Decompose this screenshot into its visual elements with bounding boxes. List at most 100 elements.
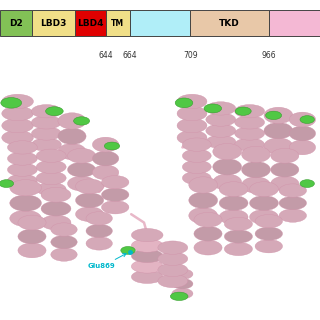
Ellipse shape xyxy=(189,192,218,208)
Ellipse shape xyxy=(92,151,119,166)
Ellipse shape xyxy=(10,180,42,196)
Ellipse shape xyxy=(36,160,66,173)
Ellipse shape xyxy=(68,162,96,177)
Ellipse shape xyxy=(1,98,22,108)
Ellipse shape xyxy=(206,102,236,115)
Ellipse shape xyxy=(86,237,112,250)
Ellipse shape xyxy=(194,226,222,241)
Ellipse shape xyxy=(279,196,307,210)
Bar xyxy=(190,10,269,36)
Ellipse shape xyxy=(182,149,211,163)
Ellipse shape xyxy=(158,252,188,265)
Ellipse shape xyxy=(104,142,120,150)
Ellipse shape xyxy=(7,152,37,165)
Ellipse shape xyxy=(182,138,211,151)
Text: LBD4: LBD4 xyxy=(77,19,104,28)
Ellipse shape xyxy=(242,146,270,163)
Ellipse shape xyxy=(206,124,236,137)
Ellipse shape xyxy=(132,249,163,263)
Ellipse shape xyxy=(51,236,77,249)
Ellipse shape xyxy=(86,212,112,225)
Ellipse shape xyxy=(132,239,163,252)
Ellipse shape xyxy=(92,165,119,180)
Ellipse shape xyxy=(86,224,112,237)
Ellipse shape xyxy=(289,112,316,127)
Ellipse shape xyxy=(289,126,316,141)
Ellipse shape xyxy=(76,207,104,222)
Ellipse shape xyxy=(206,113,236,126)
Ellipse shape xyxy=(51,248,77,261)
Text: LBD3: LBD3 xyxy=(40,19,67,28)
Ellipse shape xyxy=(2,94,33,109)
Bar xyxy=(106,10,130,36)
Ellipse shape xyxy=(41,201,71,216)
Ellipse shape xyxy=(172,279,193,289)
Ellipse shape xyxy=(235,116,265,129)
Ellipse shape xyxy=(36,171,66,185)
Ellipse shape xyxy=(235,138,265,151)
Ellipse shape xyxy=(175,98,193,108)
Ellipse shape xyxy=(31,116,61,129)
Ellipse shape xyxy=(271,162,299,177)
Ellipse shape xyxy=(279,184,307,197)
Ellipse shape xyxy=(224,230,252,243)
Ellipse shape xyxy=(250,182,278,196)
Ellipse shape xyxy=(31,138,61,151)
Ellipse shape xyxy=(31,105,61,118)
Ellipse shape xyxy=(177,131,207,145)
Ellipse shape xyxy=(46,107,63,116)
Ellipse shape xyxy=(194,240,222,255)
Bar xyxy=(130,10,190,36)
Ellipse shape xyxy=(255,227,283,240)
Text: 664: 664 xyxy=(122,51,137,60)
Text: 709: 709 xyxy=(183,51,198,60)
Ellipse shape xyxy=(224,242,252,256)
Ellipse shape xyxy=(171,292,188,300)
Ellipse shape xyxy=(255,240,283,253)
Ellipse shape xyxy=(121,246,135,254)
Text: 966: 966 xyxy=(261,51,276,60)
Ellipse shape xyxy=(271,148,299,163)
Bar xyxy=(0,10,32,36)
Ellipse shape xyxy=(172,269,193,279)
Bar xyxy=(269,10,320,36)
Ellipse shape xyxy=(242,162,270,178)
Text: D2: D2 xyxy=(9,19,23,28)
Ellipse shape xyxy=(18,215,46,230)
Ellipse shape xyxy=(264,138,293,154)
Ellipse shape xyxy=(242,177,270,193)
Ellipse shape xyxy=(182,171,211,185)
Ellipse shape xyxy=(158,274,188,288)
Ellipse shape xyxy=(204,104,222,113)
Ellipse shape xyxy=(132,228,163,242)
Ellipse shape xyxy=(158,263,188,276)
Ellipse shape xyxy=(58,128,86,144)
Ellipse shape xyxy=(189,177,218,193)
Ellipse shape xyxy=(41,215,71,230)
Ellipse shape xyxy=(206,135,236,148)
Ellipse shape xyxy=(68,148,96,163)
Ellipse shape xyxy=(36,149,66,163)
Ellipse shape xyxy=(101,188,129,201)
Text: TKD: TKD xyxy=(219,19,240,28)
Bar xyxy=(32,10,75,36)
Bar xyxy=(75,10,106,36)
Ellipse shape xyxy=(194,212,222,227)
Ellipse shape xyxy=(68,176,96,191)
Ellipse shape xyxy=(2,106,33,121)
Ellipse shape xyxy=(219,210,248,224)
Ellipse shape xyxy=(264,107,293,124)
Ellipse shape xyxy=(51,223,77,236)
Ellipse shape xyxy=(18,243,46,258)
Ellipse shape xyxy=(177,94,207,109)
Ellipse shape xyxy=(235,105,265,118)
Ellipse shape xyxy=(300,116,314,124)
Ellipse shape xyxy=(213,174,242,190)
Ellipse shape xyxy=(279,209,307,222)
Ellipse shape xyxy=(266,111,282,120)
Ellipse shape xyxy=(158,241,188,254)
Ellipse shape xyxy=(31,127,61,140)
Ellipse shape xyxy=(76,193,104,208)
Ellipse shape xyxy=(271,176,299,191)
Ellipse shape xyxy=(132,270,163,284)
